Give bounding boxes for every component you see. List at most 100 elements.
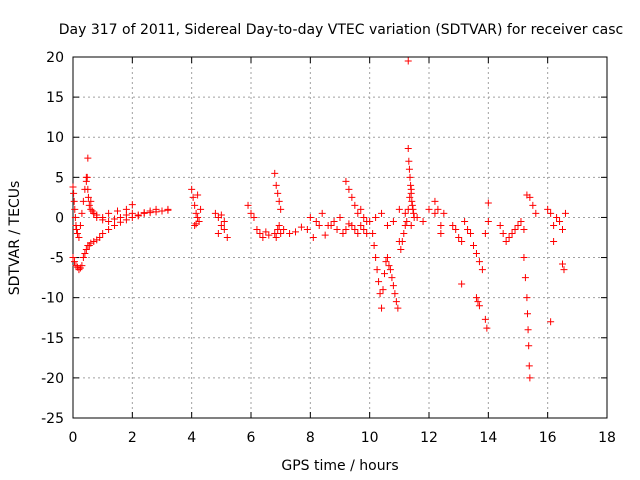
data-point xyxy=(357,221,365,229)
data-point xyxy=(550,221,558,229)
data-point xyxy=(312,217,320,225)
data-point xyxy=(419,217,427,225)
x-tick-label: 4 xyxy=(187,430,196,446)
y-tick-label: -10 xyxy=(41,291,64,307)
data-point xyxy=(499,229,507,237)
data-point xyxy=(277,205,285,213)
data-point xyxy=(259,234,267,241)
data-point xyxy=(70,189,78,197)
data-point xyxy=(405,165,413,173)
data-point xyxy=(434,205,442,213)
data-point xyxy=(217,211,225,219)
data-point xyxy=(523,294,531,302)
data-point xyxy=(275,197,283,205)
data-point xyxy=(532,209,540,217)
data-point xyxy=(315,221,323,229)
data-point xyxy=(382,258,390,266)
x-tick-label: 0 xyxy=(69,430,78,446)
data-point xyxy=(111,215,119,223)
data-point xyxy=(404,57,412,65)
data-point xyxy=(502,238,510,246)
data-point xyxy=(452,225,460,233)
data-point xyxy=(400,229,408,237)
x-tick-label: 10 xyxy=(361,430,379,446)
data-point xyxy=(472,250,480,258)
data-point xyxy=(105,225,113,233)
data-point xyxy=(481,229,489,237)
data-point xyxy=(194,213,202,221)
data-point xyxy=(286,229,294,237)
data-point xyxy=(87,239,95,247)
data-point xyxy=(408,197,416,205)
y-tick-label: -20 xyxy=(41,371,64,387)
data-point xyxy=(84,154,92,162)
data-point xyxy=(550,238,558,246)
data-point xyxy=(520,254,528,262)
data-point xyxy=(217,221,225,229)
data-point xyxy=(111,221,119,229)
y-axis: 20 15 10 5 0 -5 -10 -15 -20 -25 xyxy=(41,50,607,427)
data-point xyxy=(84,185,92,193)
data-point xyxy=(164,206,172,214)
data-point xyxy=(475,302,483,310)
data-point xyxy=(345,220,353,228)
data-point xyxy=(348,221,356,229)
data-point xyxy=(458,238,466,246)
data-point xyxy=(275,221,283,229)
data-point xyxy=(483,324,491,332)
data-point xyxy=(508,229,516,237)
data-point xyxy=(272,181,280,189)
data-point xyxy=(425,205,433,213)
y-axis-label: SDTVAR / TECUs xyxy=(7,181,23,296)
data-point xyxy=(475,258,483,266)
data-point xyxy=(69,254,77,262)
data-point xyxy=(383,254,391,262)
data-point xyxy=(458,280,466,288)
data-point xyxy=(521,274,529,282)
data-point xyxy=(385,262,393,270)
data-point xyxy=(376,290,384,298)
data-point xyxy=(395,205,403,213)
data-point xyxy=(404,144,412,152)
data-point xyxy=(82,177,90,185)
data-point xyxy=(90,238,98,246)
data-point xyxy=(470,242,477,250)
data-point xyxy=(271,229,279,237)
data-point xyxy=(70,197,78,205)
data-point xyxy=(431,209,439,217)
data-point xyxy=(437,221,445,229)
y-tick-label: -5 xyxy=(50,251,64,267)
data-point xyxy=(75,266,83,274)
data-point xyxy=(391,290,399,298)
data-point xyxy=(280,225,288,233)
data-point xyxy=(87,197,95,205)
data-point xyxy=(408,201,416,209)
data-point xyxy=(72,262,80,270)
data-point xyxy=(330,217,338,225)
data-point xyxy=(277,229,285,237)
y-tick-label: 20 xyxy=(46,50,64,66)
data-point xyxy=(71,213,79,221)
data-point xyxy=(379,286,387,294)
data-point xyxy=(87,205,95,213)
data-point xyxy=(214,229,222,237)
data-point xyxy=(464,225,472,233)
y-tick-label: -15 xyxy=(41,331,64,347)
y-tick-label: -25 xyxy=(41,411,64,427)
data-point xyxy=(559,260,566,268)
data-point xyxy=(526,193,534,201)
data-point xyxy=(381,270,388,278)
data-point xyxy=(105,217,113,225)
data-point xyxy=(99,229,107,237)
data-point xyxy=(514,221,522,229)
data-point xyxy=(354,209,362,217)
x-tick-label: 12 xyxy=(420,430,438,446)
data-point xyxy=(523,310,531,318)
data-point xyxy=(128,201,136,209)
data-point xyxy=(526,374,534,382)
data-point xyxy=(467,229,475,237)
data-point xyxy=(406,173,414,181)
x-tick-label: 8 xyxy=(306,430,315,446)
data-point xyxy=(78,209,86,217)
data-point xyxy=(511,225,519,233)
